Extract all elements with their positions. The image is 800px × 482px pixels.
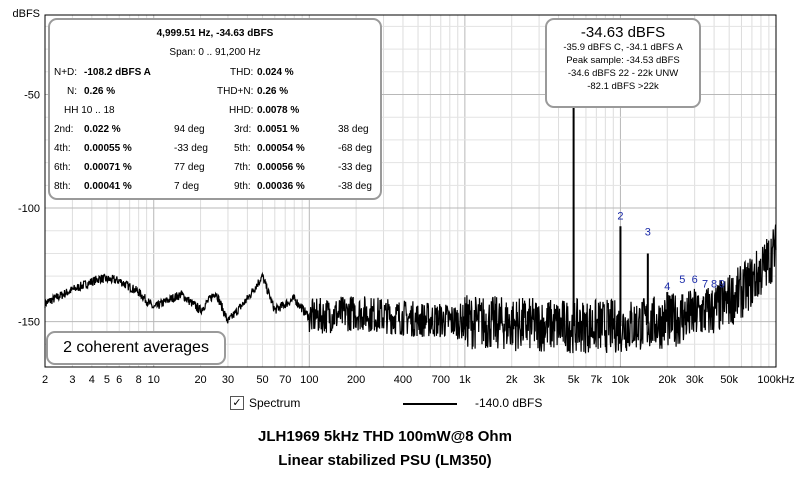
harmonic-cell: 3rd: xyxy=(234,124,252,135)
harmonic-cell: 7th: xyxy=(234,162,251,173)
x-tick-label: 3k xyxy=(533,374,545,386)
x-tick-label: 200 xyxy=(347,374,365,386)
level-readout: -140.0 dBFS xyxy=(475,396,543,410)
harmonic-cell: -68 deg xyxy=(338,143,372,154)
n-value: 0.26 % xyxy=(84,86,116,97)
x-tick-label: 20k xyxy=(658,374,676,386)
x-tick-label: 2 xyxy=(42,374,48,386)
x-tick-label: 100 xyxy=(300,374,318,386)
peak-level-title: -34.63 dBFS xyxy=(580,24,666,41)
harmonic-marker: 9 xyxy=(719,279,725,291)
x-tick-label: 8 xyxy=(136,374,142,386)
harmonic-cell: 0.00041 % xyxy=(84,181,132,192)
harmonic-cell: -38 deg xyxy=(338,181,372,192)
y-tick-label: -150 xyxy=(18,317,40,329)
thdn-value: 0.26 % xyxy=(257,86,289,97)
harmonic-cell: 7 deg xyxy=(174,181,200,192)
x-tick-label: 30 xyxy=(222,374,234,386)
x-tick-label: 5 xyxy=(104,374,110,386)
span-readout: Span: 0 .. 91,200 Hz xyxy=(169,47,261,58)
harmonic-cell: 5th: xyxy=(234,143,251,154)
peak-weighted-readout: -35.9 dBFS C, -34.1 dBFS A xyxy=(563,42,683,53)
harmonic-cell: 2nd: xyxy=(54,124,74,135)
harmonic-marker: 7 xyxy=(702,279,708,291)
harmonic-cell: 4th: xyxy=(54,143,71,154)
harmonic-marker: 8 xyxy=(711,279,717,291)
x-tick-label: 20 xyxy=(194,374,206,386)
x-tick-label: 50k xyxy=(720,374,738,386)
plot-border xyxy=(44,14,777,368)
spectrum-legend-swatch xyxy=(403,403,457,405)
x-tick-label: 30k xyxy=(686,374,704,386)
hhd-value: 0.0078 % xyxy=(257,105,300,116)
harmonic-cell: 8th: xyxy=(54,181,71,192)
harmonic-cell: 94 deg xyxy=(174,124,205,135)
x-tick-label: 5k xyxy=(568,374,580,386)
harmonic-cell: 38 deg xyxy=(338,124,369,135)
thd-label: THD: xyxy=(230,67,254,78)
harmonic-marker: 5 xyxy=(679,274,685,286)
x-tick-label: 10k xyxy=(612,374,630,386)
hh-range-label: HH 10 .. 18 xyxy=(64,105,115,116)
harmonic-cell: 0.00054 % xyxy=(257,143,305,154)
harmonic-cell: 77 deg xyxy=(174,162,205,173)
harmonic-cell: 0.00055 % xyxy=(84,143,132,154)
y-axis-label: dBFS xyxy=(12,8,40,20)
peak-sample-readout: Peak sample: -34.53 dBFS xyxy=(566,55,680,66)
harmonic-cell: 0.00056 % xyxy=(257,162,305,173)
harmonic-cell: 9th: xyxy=(234,181,251,192)
harmonic-cell: -33 deg xyxy=(174,143,208,154)
statistics-panel: 4,999.51 Hz, -34.63 dBFS Span: 0 .. 91,2… xyxy=(48,18,382,200)
harmonic-cell: 0.00036 % xyxy=(257,181,305,192)
hhd-label: HHD: xyxy=(229,105,254,116)
harmonic-marker: 3 xyxy=(645,226,651,238)
thd-value: 0.024 % xyxy=(257,67,294,78)
harmonic-cell: 0.022 % xyxy=(84,124,121,135)
peak-above22k-readout: -82.1 dBFS >22k xyxy=(587,81,659,92)
harmonic-marker: 4 xyxy=(664,281,670,293)
x-tick-label: 7k xyxy=(591,374,603,386)
peak-level-panel: -34.63 dBFS -35.9 dBFS C, -34.1 dBFS A P… xyxy=(545,18,701,108)
x-tick-label: 400 xyxy=(394,374,412,386)
x-tick-label: 6 xyxy=(116,374,122,386)
nd-value: -108.2 dBFS A xyxy=(84,67,151,78)
harmonic-cell: 0.00071 % xyxy=(84,162,132,173)
spectrum-noise-floor xyxy=(44,224,777,354)
n-label: N: xyxy=(67,86,77,97)
y-tick-label: -100 xyxy=(18,203,40,215)
x-tick-label: 1k xyxy=(459,374,471,386)
harmonic-marker: 6 xyxy=(692,274,698,286)
axis-ticks: 2 3 4 5 6 8 10 20 30 50 70 100 200 400 700 1k 2k 3k 5k 7k 10… xyxy=(12,8,794,386)
frequency-readout: 4,999.51 Hz, -34.63 dBFS xyxy=(156,28,274,39)
y-tick-label: -50 xyxy=(24,89,40,101)
peak-unweighted-readout: -34.6 dBFS 22 - 22k UNW xyxy=(567,68,679,79)
x-tick-label: 10 xyxy=(148,374,160,386)
averages-badge: 2 coherent averages xyxy=(46,331,226,365)
harmonic-cell: -33 deg xyxy=(338,162,372,173)
x-tick-label: 2k xyxy=(506,374,518,386)
x-tick-label: 50 xyxy=(256,374,268,386)
x-tick-label: 4 xyxy=(89,374,95,386)
nd-label: N+D: xyxy=(54,67,78,78)
caption-title: JLH1969 5kHz THD 100mW@8 Ohm xyxy=(258,428,512,445)
harmonic-marker: 2 xyxy=(617,210,623,222)
x-tick-label: 3 xyxy=(69,374,75,386)
thdn-label: THD+N: xyxy=(217,86,254,97)
spectrum-checkbox[interactable]: ✓ xyxy=(230,396,244,410)
harmonic-cell: 6th: xyxy=(54,162,71,173)
x-tick-label: 700 xyxy=(432,374,450,386)
x-tick-label: 100kHz xyxy=(757,374,794,386)
spectrum-legend-label: Spectrum xyxy=(249,396,301,410)
caption-subtitle: Linear stabilized PSU (LM350) xyxy=(278,452,492,469)
harmonic-cell: 0.0051 % xyxy=(257,124,300,135)
harmonic-markers: 2 3 45 6 7 8 9 xyxy=(617,210,725,292)
x-tick-label: 70 xyxy=(279,374,291,386)
